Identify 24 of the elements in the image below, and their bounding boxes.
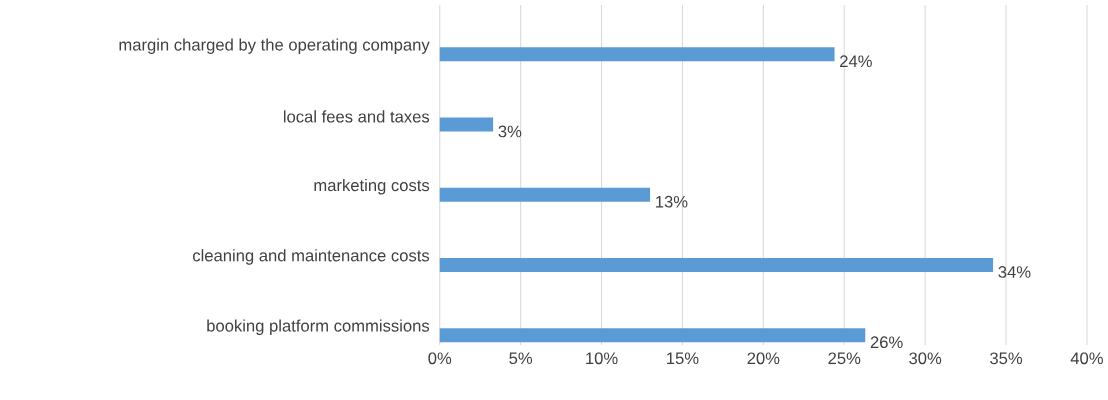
y-tick-label: local fees and taxes (283, 110, 430, 123)
y-tick-label: cleaning and maintenance costs (193, 249, 430, 265)
bar (439, 117, 494, 132)
x-tick-label: 10% (586, 352, 618, 365)
y-tick-label: margin charged by the operating company (119, 38, 430, 54)
bar (439, 328, 866, 343)
data-label: 3% (498, 125, 522, 138)
data-label: 13% (656, 195, 688, 208)
bar (439, 47, 835, 62)
x-tick-label: 40% (1070, 352, 1103, 365)
data-label: 26% (870, 336, 903, 349)
x-tick-label: 20% (747, 352, 780, 365)
x-tick-label: 0% (428, 352, 452, 365)
data-label: 34% (998, 266, 1031, 278)
x-tick-label: 5% (509, 352, 533, 365)
x-tick-label: 15% (667, 352, 699, 365)
x-tick-label: 30% (909, 352, 942, 365)
y-tick-label: booking platform commissions (207, 319, 430, 336)
y-tick-label: marketing costs (314, 179, 430, 195)
x-tick-label: 25% (828, 352, 861, 365)
data-label: 24% (840, 55, 872, 68)
bar (439, 258, 994, 272)
x-tick-label: 35% (990, 352, 1023, 365)
bar (439, 187, 651, 202)
